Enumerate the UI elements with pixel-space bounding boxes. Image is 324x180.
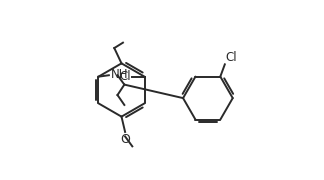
Text: Cl: Cl	[225, 51, 237, 64]
Text: NH: NH	[111, 68, 128, 81]
Text: O: O	[120, 133, 130, 146]
Text: Cl: Cl	[119, 70, 131, 83]
